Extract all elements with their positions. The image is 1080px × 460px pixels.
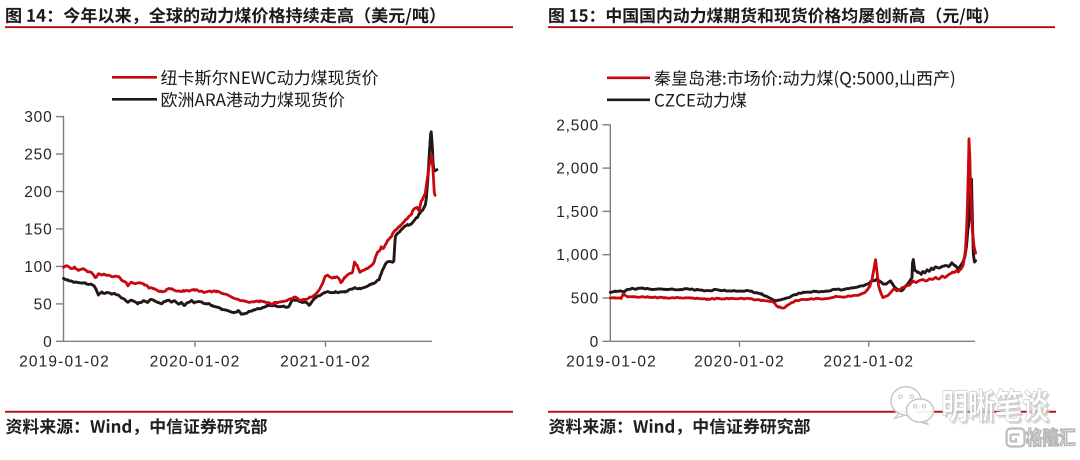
svg-text:0: 0 xyxy=(590,334,599,351)
svg-text:250: 250 xyxy=(24,147,52,164)
svg-text:2,000: 2,000 xyxy=(556,161,599,178)
svg-text:150: 150 xyxy=(24,221,52,238)
svg-text:2,500: 2,500 xyxy=(556,117,599,134)
svg-text:2021-01-02: 2021-01-02 xyxy=(280,354,371,371)
svg-text:2019-01-02: 2019-01-02 xyxy=(19,354,110,371)
svg-text:50: 50 xyxy=(34,296,53,313)
svg-text:300: 300 xyxy=(24,109,52,126)
svg-text:2020-01-02: 2020-01-02 xyxy=(150,354,241,371)
svg-text:2019-01-02: 2019-01-02 xyxy=(566,354,657,371)
svg-text:100: 100 xyxy=(24,259,52,276)
svg-text:2020-01-02: 2020-01-02 xyxy=(694,354,785,371)
svg-text:1,000: 1,000 xyxy=(556,247,599,264)
svg-text:1,500: 1,500 xyxy=(556,204,599,221)
svg-text:200: 200 xyxy=(24,184,52,201)
svg-text:2021-01-02: 2021-01-02 xyxy=(823,354,914,371)
svg-text:500: 500 xyxy=(571,291,599,308)
svg-text:0: 0 xyxy=(43,334,52,351)
